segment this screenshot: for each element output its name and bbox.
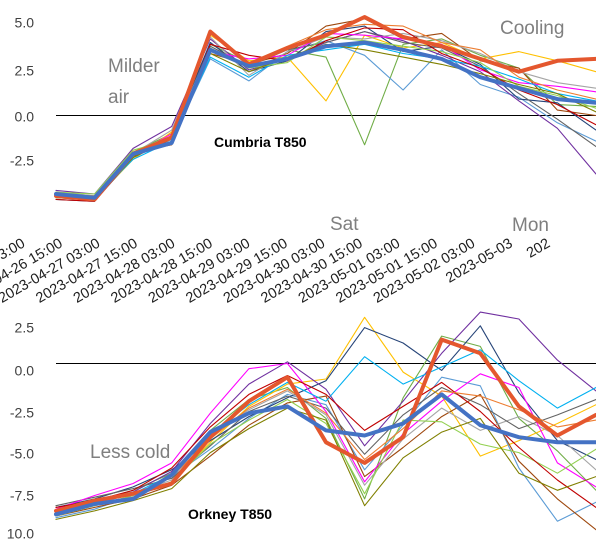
y-tick-label: -2.5	[10, 405, 34, 421]
ensemble-member-line	[55, 393, 596, 531]
ensemble-member-line	[55, 27, 596, 202]
chart-title: Orkney T850	[188, 506, 272, 522]
y-tick-label: 10.0	[7, 526, 34, 542]
ensemble-member-line	[55, 374, 596, 508]
chart-title: Cumbria T850	[214, 134, 307, 150]
annotation-label: air	[108, 87, 130, 108]
ensemble-member-line	[55, 325, 596, 508]
highlight-line-blue	[54, 392, 596, 517]
y-tick-label: -5.0	[10, 446, 34, 462]
annotation-label: Milder	[108, 56, 160, 77]
annotation-label: Less cold	[90, 442, 170, 463]
y-tick-label: 2.5	[15, 320, 35, 336]
y-tick-label: 5.0	[15, 15, 35, 31]
ensemble-member-line	[55, 349, 596, 514]
y-tick-label: -2.5	[10, 153, 34, 169]
y-tick-label: 2.5	[15, 63, 35, 79]
annotation-label: Mon	[512, 215, 549, 236]
ensemble-member-line	[55, 386, 596, 507]
y-tick-label: -7.5	[10, 488, 34, 504]
highlight-line-blue	[54, 40, 596, 200]
ensemble-member-line	[55, 43, 596, 199]
ensemble-member-line	[55, 407, 596, 520]
y-tick-label: 0.0	[15, 109, 35, 125]
cumbria-chart: 5.0 2.5 0.0 -2.5 Cumbria T850 Milder air Coolin…	[10, 15, 596, 236]
ensemble-member-line	[55, 362, 596, 510]
annotation-label: Cooling	[500, 18, 564, 39]
y-tick-label: 0.0	[15, 363, 35, 379]
x-tick-label: 202	[524, 236, 553, 262]
annotation-label: Sat	[330, 214, 359, 235]
orkney-chart: 2.5 0.0 -2.5 -5.0 -7.5 10.0 Orkney T850 Less co…	[7, 311, 596, 542]
